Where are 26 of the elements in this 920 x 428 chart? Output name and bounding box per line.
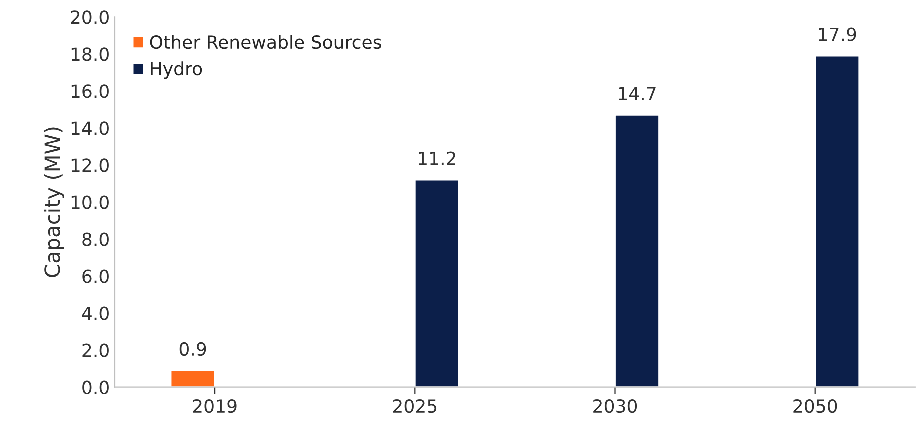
legend-label: Hydro [151, 62, 202, 80]
x-tick-label: 2025 [393, 399, 437, 414]
y-tick-label: 8.0 [82, 232, 109, 246]
legend-label: Other Renewable Sources [150, 35, 382, 50]
y-tick-label: 18.0 [72, 48, 109, 62]
y-tick-label: 10.0 [72, 196, 109, 210]
bar [614, 114, 660, 388]
y-tick-label: 4.0 [82, 306, 109, 320]
y-tick-label: 14.0 [72, 122, 109, 136]
data-label: 11.2 [419, 152, 456, 166]
data-label: 14.7 [619, 87, 656, 100]
bar [170, 370, 216, 388]
bar [814, 55, 860, 388]
x-tick-label: 2030 [594, 399, 638, 414]
data-label: 17.9 [819, 28, 856, 42]
y-tick-label: 20.0 [71, 10, 109, 24]
bar [414, 179, 460, 388]
y-tick-label: 0.0 [82, 380, 109, 394]
y-tick-label: 6.0 [82, 270, 109, 284]
data-label: 0.9 [180, 342, 206, 356]
y-tick-label: 12.0 [72, 158, 109, 172]
y-tick-label: 2.0 [82, 344, 109, 358]
y-axis-title: Capacity (MW) [44, 128, 64, 278]
y-tick-label: 16.0 [72, 84, 109, 98]
x-tick-label: 2019 [193, 399, 237, 414]
x-tick-label: 2050 [794, 399, 838, 414]
